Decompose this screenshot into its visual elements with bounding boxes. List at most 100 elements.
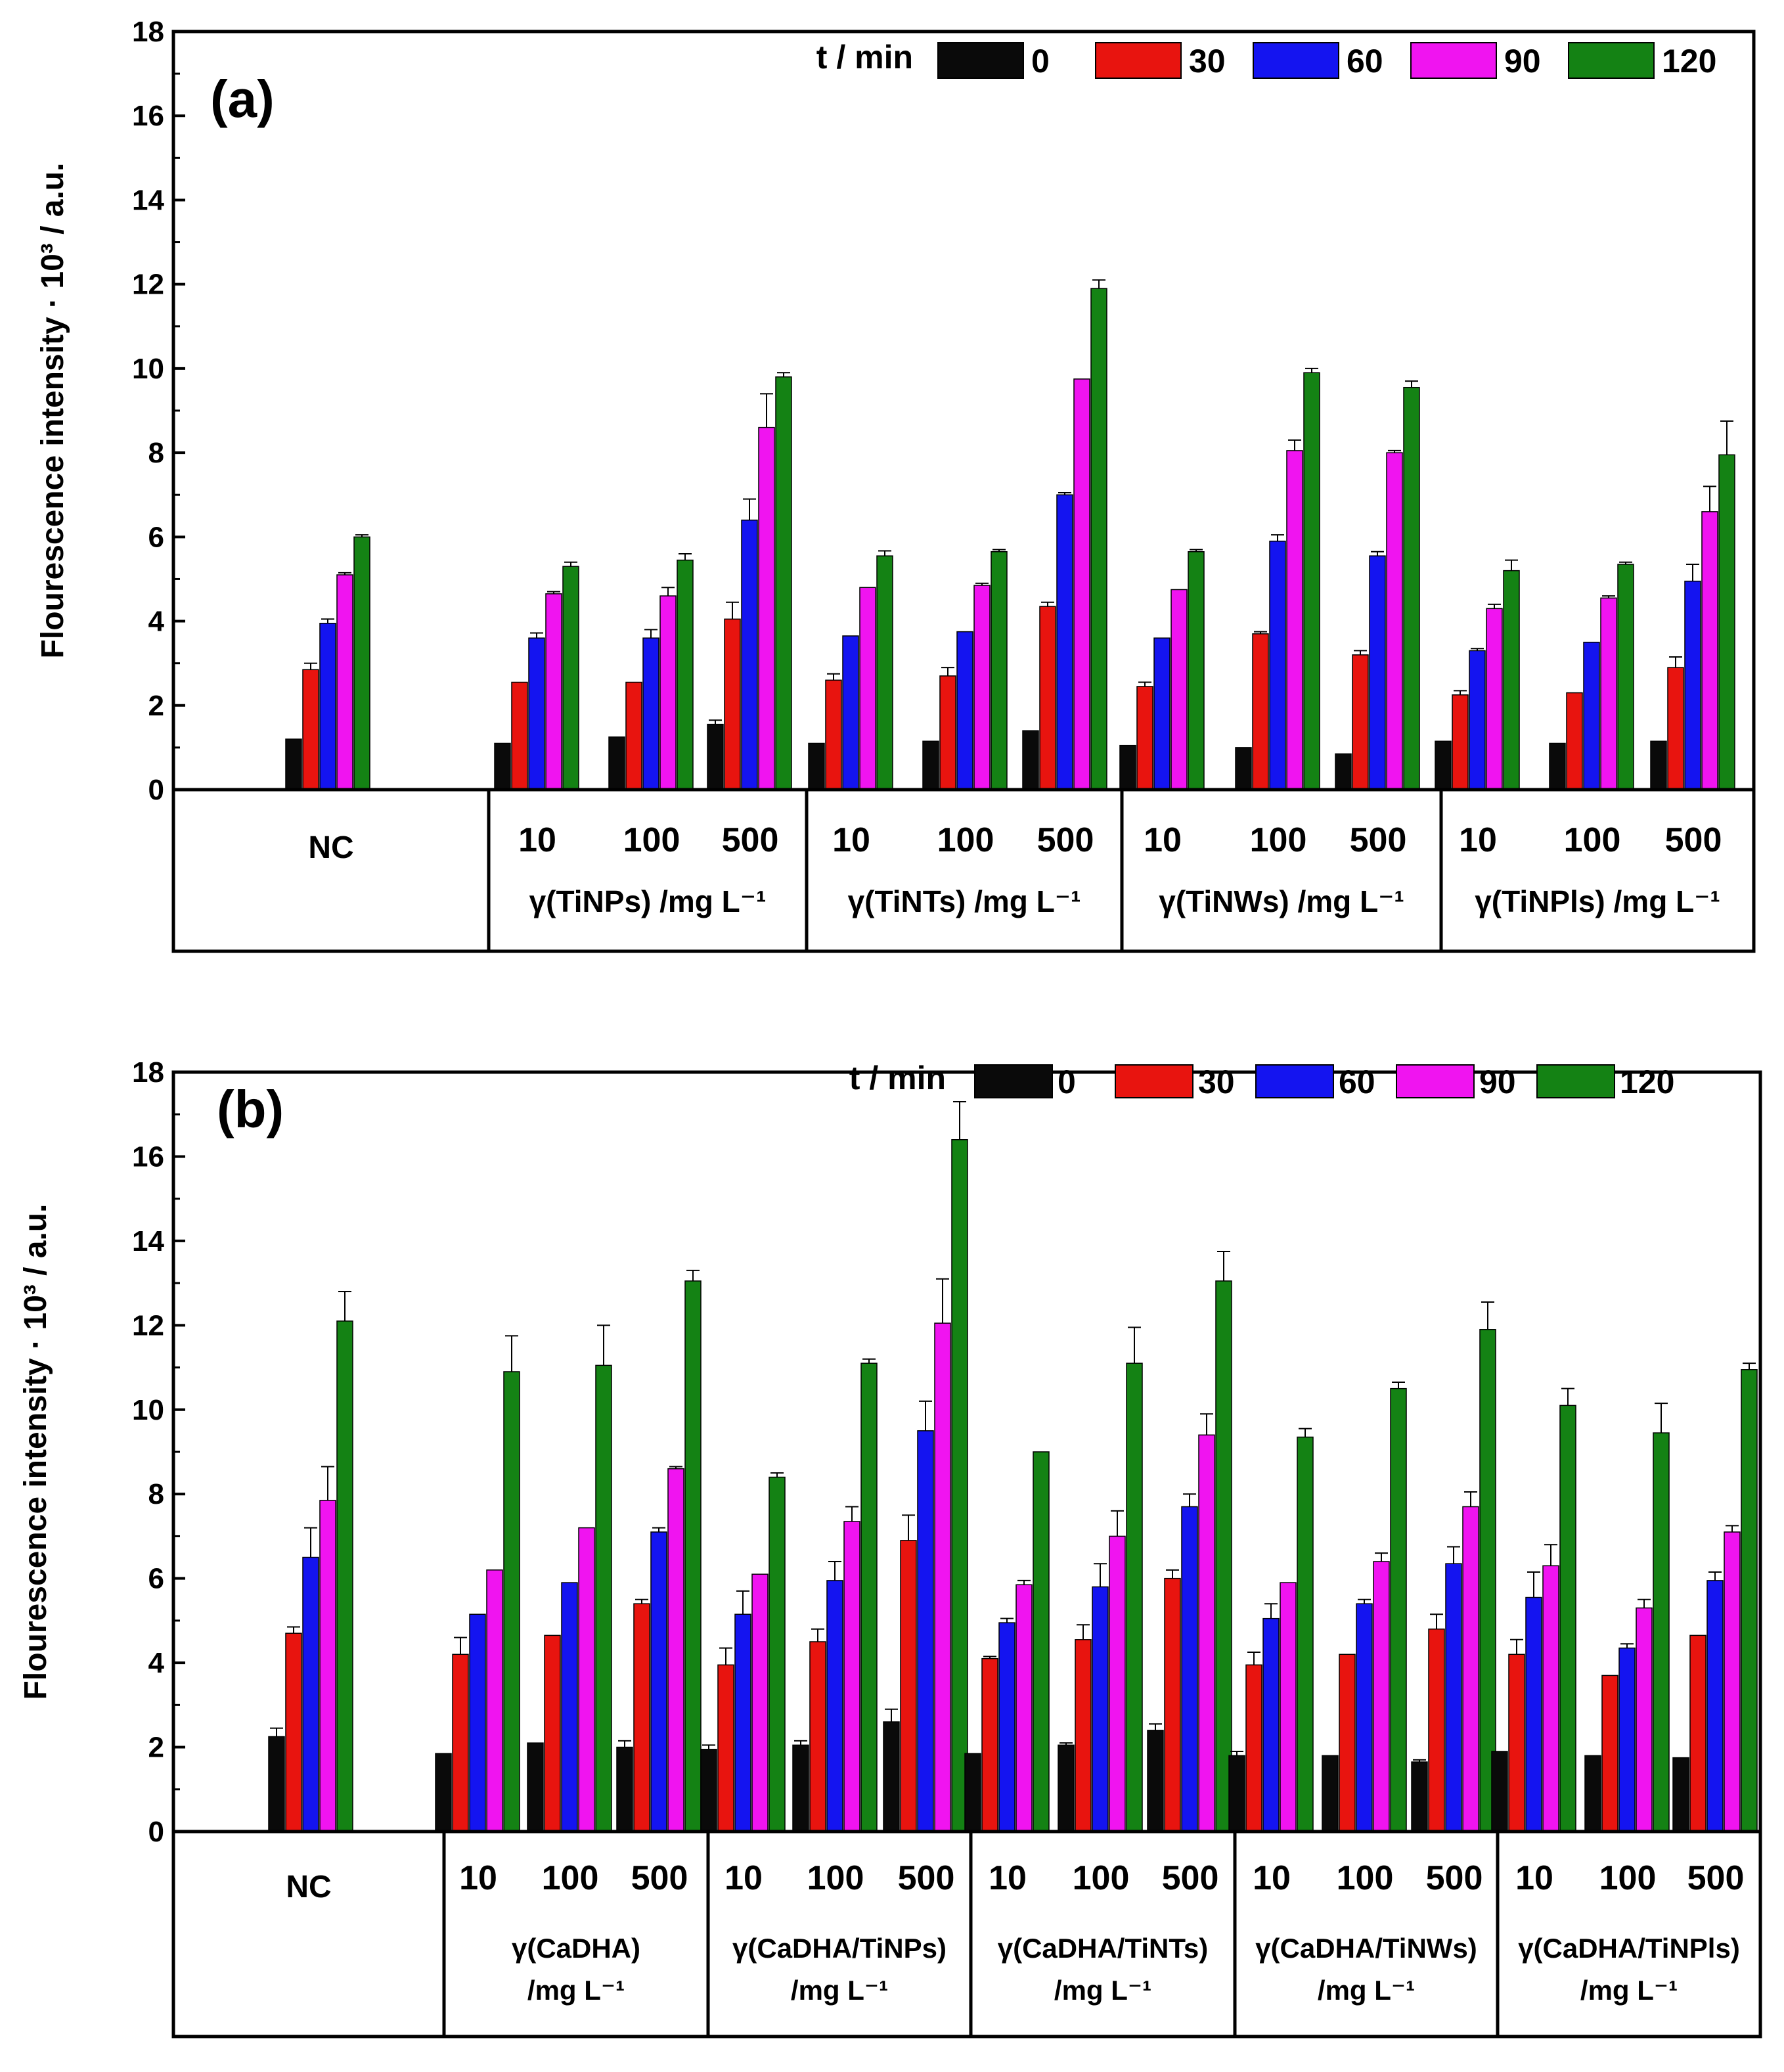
bar-0min xyxy=(435,1753,452,1832)
bar-60min xyxy=(642,637,659,790)
bar-0min xyxy=(1335,753,1352,790)
bar-120min xyxy=(1503,570,1520,790)
bar-120min xyxy=(991,551,1008,790)
legend-swatch-0 xyxy=(974,1064,1053,1098)
concentration-label: 10 xyxy=(1253,1859,1291,1897)
bar-30min xyxy=(1164,1577,1181,1832)
bar-60min xyxy=(528,637,545,790)
bar-90min xyxy=(1286,450,1303,790)
y-tick-label: 4 xyxy=(148,606,165,638)
bar-90min xyxy=(336,574,353,790)
y-tick-label: 14 xyxy=(132,1225,164,1257)
legend-swatch-0 xyxy=(937,42,1024,79)
y-tick-label: 2 xyxy=(148,1732,164,1764)
bar-120min xyxy=(677,559,694,790)
bar-30min xyxy=(1601,1675,1618,1832)
bar-120min xyxy=(1390,1387,1407,1832)
concentration-label: 100 xyxy=(937,821,994,859)
bar-120min xyxy=(1033,1451,1050,1832)
bar-60min xyxy=(1153,637,1171,790)
legend-title: t / min xyxy=(816,39,913,76)
bar-0min xyxy=(527,1742,544,1832)
legend-label-30: 30 xyxy=(1198,1064,1235,1100)
bar-0min xyxy=(1119,744,1136,790)
bar-60min xyxy=(1269,540,1286,790)
bar-30min xyxy=(511,681,528,790)
bar-30min xyxy=(1245,1664,1262,1832)
bar-60min xyxy=(998,1622,1015,1832)
bar-30min xyxy=(1352,654,1369,790)
bar-90min xyxy=(1280,1582,1297,1832)
bar-90min xyxy=(843,1521,860,1832)
y-tick-label: 6 xyxy=(148,521,164,553)
bar-0min xyxy=(1058,1744,1075,1832)
y-tick-label: 8 xyxy=(148,1478,164,1510)
bar-60min xyxy=(1583,641,1600,790)
bar-30min xyxy=(1452,694,1469,790)
bar-0min xyxy=(1650,740,1667,790)
bar-120min xyxy=(562,566,579,790)
bar-90min xyxy=(486,1569,503,1832)
group-type-label: γ(TiNPs) /mg L⁻¹ xyxy=(529,884,767,918)
bar-0min xyxy=(964,1753,981,1832)
legend-swatch-90 xyxy=(1396,1064,1475,1098)
bar-30min xyxy=(544,1634,561,1832)
bar-0min xyxy=(1584,1755,1601,1832)
bar-0min xyxy=(1235,747,1252,790)
group-type-label: /mg L⁻¹ xyxy=(1054,1975,1151,2006)
group-type-label: /mg L⁻¹ xyxy=(1580,1975,1678,2006)
group-type-label: γ(CaDHA) xyxy=(512,1933,640,1964)
bar-60min xyxy=(1181,1506,1198,1832)
bar-30min xyxy=(633,1603,650,1832)
bar-90min xyxy=(578,1527,595,1832)
bar-120min xyxy=(1403,386,1420,790)
bar-0min xyxy=(1549,742,1566,790)
legend-swatch-90 xyxy=(1410,42,1497,79)
bar-0min xyxy=(700,1749,717,1832)
bar-30min xyxy=(285,1633,302,1832)
bar-90min xyxy=(667,1468,684,1832)
bar-120min xyxy=(684,1280,702,1832)
bar-120min xyxy=(1653,1432,1670,1832)
bar-0min xyxy=(268,1736,285,1832)
bar-120min xyxy=(769,1476,786,1832)
panel-b: 0 2 4 6 8 10 12 14 16 18 Flourescence intensity · … xyxy=(18,1056,1762,2038)
group-type-label: γ(TiNPls) /mg L⁻¹ xyxy=(1475,884,1720,918)
bar-90min xyxy=(1724,1531,1741,1832)
bar-90min xyxy=(1486,608,1503,790)
bar-90min xyxy=(1073,378,1090,790)
concentration-label: 500 xyxy=(1162,1859,1219,1897)
bar-30min xyxy=(1428,1628,1445,1832)
bar-30min xyxy=(302,669,319,790)
legend-label-90: 90 xyxy=(1504,43,1541,79)
bar-60min xyxy=(826,1580,843,1832)
y-tick-label: 2 xyxy=(148,690,164,722)
concentration-label: 500 xyxy=(1426,1859,1483,1897)
bar-30min xyxy=(825,679,842,790)
concentration-label: 500 xyxy=(1037,821,1094,859)
group-type-label: γ(TiNWs) /mg L⁻¹ xyxy=(1159,884,1404,918)
bar-90min xyxy=(1600,597,1617,790)
bar-90min xyxy=(934,1322,951,1832)
bar-0min xyxy=(1228,1755,1245,1832)
concentration-label: 10 xyxy=(989,1859,1027,1897)
bar-30min xyxy=(452,1654,469,1832)
concentration-label: 10 xyxy=(832,821,870,859)
bar-90min xyxy=(319,1500,336,1832)
bar-90min xyxy=(1015,1584,1033,1832)
bar-120min xyxy=(860,1363,878,1832)
concentration-label: 500 xyxy=(1350,821,1407,859)
bar-30min xyxy=(1252,633,1269,790)
bar-30min xyxy=(981,1657,998,1832)
bar-0min xyxy=(616,1746,633,1832)
y-tick-label: 4 xyxy=(148,1647,165,1679)
bar-30min xyxy=(809,1641,826,1832)
bar-120min xyxy=(775,376,792,790)
bar-60min xyxy=(842,635,859,790)
group-type-label: γ(CaDHA/TiNPs) xyxy=(732,1933,947,1964)
bar-60min xyxy=(650,1531,667,1832)
bar-60min xyxy=(1684,580,1701,790)
concentration-label: 500 xyxy=(631,1859,688,1897)
legend-label-60: 60 xyxy=(1339,1064,1375,1100)
concentration-label: 100 xyxy=(1250,821,1307,859)
